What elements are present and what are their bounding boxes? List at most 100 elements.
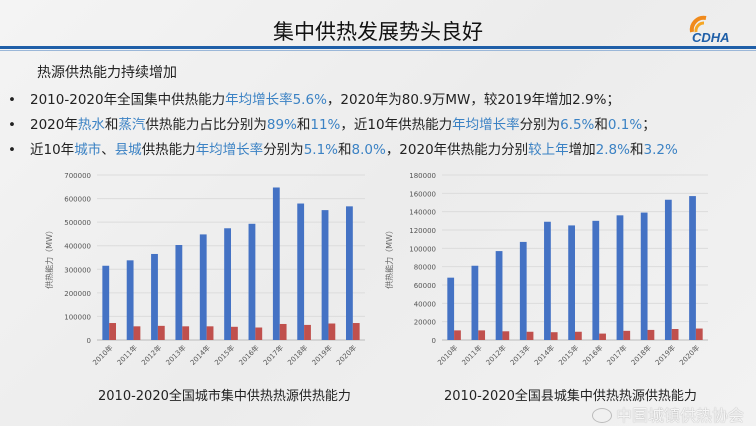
chart-caption-city: 2010-2020全国城市集中供热热源供热能力 <box>98 389 351 404</box>
bullet-text: 近10年 <box>30 142 75 158</box>
bar-secondary <box>478 330 486 340</box>
bullet-text: ； <box>642 117 656 133</box>
highlight-text: 热水 <box>77 117 105 133</box>
bar-total <box>519 241 527 340</box>
y-tick-label: 500000 <box>64 219 91 227</box>
bar-secondary <box>352 323 360 340</box>
bar-secondary <box>279 323 287 340</box>
x-tick-label: 2011年 <box>115 343 139 367</box>
bar-total <box>272 187 280 340</box>
bar-secondary <box>328 323 336 340</box>
x-tick-label: 2017年 <box>605 343 629 367</box>
x-tick-label: 2019年 <box>653 343 677 367</box>
bullet-text: 供热能力占比分别为 <box>145 117 267 133</box>
bullet-dot: • <box>8 117 16 133</box>
bullet-text: 2010-2020年全国集中供热能力 <box>30 92 226 108</box>
title-rule <box>0 46 756 49</box>
bar-total <box>321 210 329 340</box>
x-tick-label: 2013年 <box>164 343 188 367</box>
y-tick-label: 300000 <box>64 266 91 274</box>
bar-total <box>447 277 455 340</box>
y-tick-label: 80000 <box>414 264 436 272</box>
title-rule-thin <box>0 50 756 51</box>
highlight-text: 年均增长率 <box>452 117 520 133</box>
bullet-dot: • <box>8 92 16 108</box>
bullet-text: 分别为 <box>263 142 304 158</box>
bar-total <box>471 265 479 340</box>
bar-secondary <box>157 325 165 340</box>
bar-secondary <box>454 330 461 340</box>
bar-secondary <box>231 326 238 340</box>
x-tick-label: 2012年 <box>484 343 508 367</box>
bullet-text: 和 <box>594 117 608 133</box>
bar-total <box>664 199 672 340</box>
bar-total <box>199 234 207 340</box>
y-tick-label: 40000 <box>414 300 436 308</box>
bar-secondary <box>671 329 679 340</box>
bullet-text: ，2020年供热能力分别 <box>385 142 529 158</box>
watermark: 中国城镇供热协会 <box>591 406 744 425</box>
bar-total <box>175 245 183 340</box>
y-tick-label: 120000 <box>409 227 436 235</box>
y-tick-label: 400000 <box>64 243 91 251</box>
x-tick-label: 2014年 <box>188 343 212 367</box>
city-capacity-chart: 0 100000 200000 300000 400000 500000 600000 700… <box>44 172 365 367</box>
highlight-text: 年均增长率5.6% <box>225 92 327 108</box>
bullet-text: ，近10年供热能力 <box>340 117 453 133</box>
bullet-text: 供热能力 <box>141 142 196 158</box>
highlight-text: 5.1% <box>303 142 338 158</box>
page-title: 集中供热发展势头良好 <box>273 20 483 44</box>
y-tick-label: 0 <box>87 337 91 345</box>
bar-total <box>248 223 256 340</box>
y-tick-label: 0 <box>432 337 436 345</box>
bar-total <box>151 253 158 340</box>
x-tick-label: 2018年 <box>286 343 310 367</box>
x-tick-label: 2015年 <box>212 343 236 367</box>
bar-secondary <box>695 328 703 340</box>
bar-secondary <box>647 329 655 340</box>
highlight-text: 11% <box>310 117 341 133</box>
highlight-text: 县城 <box>114 142 142 158</box>
bar-total <box>640 212 648 340</box>
y-tick-label: 140000 <box>409 209 436 217</box>
x-tick-label: 2014年 <box>532 343 556 367</box>
bullet-dot: • <box>8 142 16 158</box>
x-tick-label: 2013年 <box>508 343 532 367</box>
y-tick-label: 100000 <box>409 245 436 253</box>
bullet-text: ，2020年为80.9万MW，较2019年增加2.9%； <box>326 92 620 108</box>
bar-total <box>297 203 305 340</box>
bullet-text: 增加 <box>568 142 596 158</box>
y-axis-label: 供热能力（MW） <box>44 226 54 289</box>
y-axis-label: 供热能力（MW） <box>384 226 394 289</box>
section-subtitle: 热源供热能力持续增加 <box>37 65 177 81</box>
highlight-text: 0.1% <box>607 117 643 133</box>
bar-secondary <box>526 331 534 340</box>
x-tick-label: 2017年 <box>261 343 285 367</box>
bar-total <box>544 221 551 340</box>
watermark-text: 中国城镇供热协会 <box>615 406 744 425</box>
bullet-text: 和 <box>296 117 311 133</box>
y-tick-label: 100000 <box>64 313 91 321</box>
y-tick-label: 160000 <box>409 190 436 198</box>
chart-caption-county: 2010-2020全国县城集中供热热源供热能力 <box>444 389 697 404</box>
bar-secondary <box>182 326 190 340</box>
bar-total <box>616 215 624 340</box>
bar-total <box>495 251 503 340</box>
x-tick-label: 2011年 <box>460 343 484 367</box>
county-capacity-chart: 0 20000 40000 60000 80000 100000 120000 140000 1… <box>384 172 708 367</box>
highlight-text: 2.8% <box>595 142 630 158</box>
x-tick-label: 2018年 <box>629 343 653 367</box>
wechat-icon <box>591 408 612 423</box>
svg-text:CDHA: CDHA <box>692 30 730 45</box>
bar-total <box>345 206 353 340</box>
bar-secondary <box>109 323 117 340</box>
bar-secondary <box>206 326 214 340</box>
highlight-text: 3.2% <box>643 142 678 158</box>
bar-secondary <box>133 326 141 340</box>
bar-total <box>568 225 575 340</box>
bar-secondary <box>304 324 311 340</box>
bullet-item: • 近10年城市、县城供热能力年均增长率分别为5.1%和8.0%，2020年供热能… <box>8 138 678 158</box>
highlight-text: 蒸汽 <box>118 117 146 133</box>
x-tick-label: 2016年 <box>237 343 261 367</box>
highlight-text: 较上年 <box>528 142 569 158</box>
